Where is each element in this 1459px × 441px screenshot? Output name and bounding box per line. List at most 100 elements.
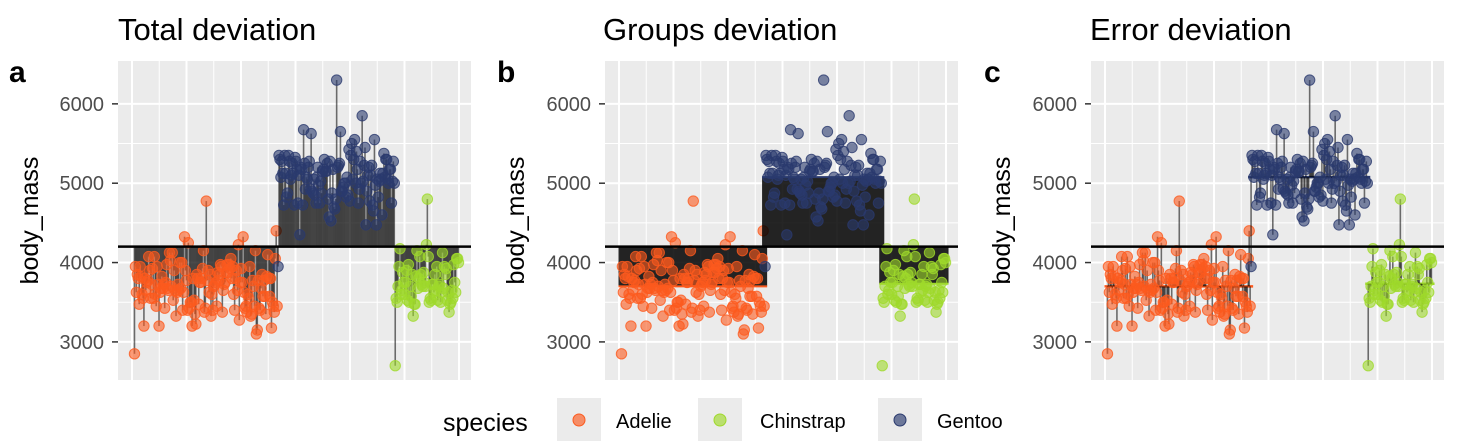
data-point-gentoo [759, 260, 771, 273]
data-point-gentoo [852, 159, 865, 172]
data-point-gentoo [388, 177, 400, 189]
data-point-chinstrap [449, 276, 461, 289]
data-point-gentoo [790, 155, 802, 168]
data-point-chinstrap [1382, 298, 1394, 310]
data-point-adelie [153, 320, 165, 332]
data-point-adelie [1121, 250, 1134, 263]
data-point-adelie [625, 320, 637, 332]
data-point-gentoo [348, 133, 361, 146]
data-point-chinstrap [389, 360, 401, 372]
data-point-adelie [720, 314, 733, 326]
legend-key-point [572, 413, 586, 427]
data-point-adelie [621, 260, 633, 273]
data-point-adelie [166, 246, 178, 259]
data-point-gentoo [296, 199, 309, 211]
y-tick-label: 4000 [1033, 253, 1078, 275]
data-point-adelie [243, 292, 255, 304]
data-point-adelie [264, 272, 277, 285]
data-point-gentoo [333, 157, 346, 170]
data-point-gentoo [1361, 177, 1373, 189]
data-point-adelie [1139, 246, 1151, 259]
data-point-gentoo [1325, 197, 1338, 209]
data-point-gentoo [801, 175, 814, 187]
y-tick-label: 4000 [60, 253, 105, 275]
panel-tag: b [497, 56, 515, 89]
data-point-adelie [138, 320, 150, 332]
data-point-gentoo [1287, 175, 1300, 187]
data-point-chinstrap [1390, 266, 1403, 279]
data-point-chinstrap [908, 193, 921, 205]
y-tick-label: 6000 [60, 94, 105, 116]
data-point-gentoo [1276, 155, 1288, 168]
data-point-adelie [638, 260, 650, 273]
data-point-adelie [723, 276, 735, 289]
y-tick-label: 5000 [1033, 173, 1078, 195]
y-axis-label: body_mass [16, 157, 44, 285]
data-point-gentoo [816, 203, 828, 215]
data-point-adelie [738, 324, 750, 336]
data-point-adelie [1107, 260, 1119, 273]
data-point-gentoo [368, 133, 381, 146]
data-point-chinstrap [449, 286, 462, 299]
data-point-adelie [653, 246, 665, 259]
data-point-adelie [752, 322, 765, 334]
data-point-gentoo [1245, 260, 1257, 273]
data-point-adelie [1216, 292, 1228, 304]
data-point-chinstrap [1425, 256, 1438, 269]
data-point-adelie [190, 318, 202, 330]
data-point-gentoo [768, 187, 781, 199]
data-point-gentoo [387, 155, 400, 168]
legend-label-chinstrap: Chinstrap [760, 411, 846, 433]
y-axis-label: body_mass [988, 157, 1016, 285]
data-point-gentoo [857, 219, 870, 231]
data-point-adelie [168, 264, 180, 277]
data-point-adelie [1152, 264, 1165, 277]
data-point-gentoo [847, 219, 859, 231]
data-point-chinstrap [1367, 242, 1379, 255]
data-point-chinstrap [1393, 239, 1406, 251]
data-point-adelie [1189, 306, 1202, 318]
data-point-gentoo [1298, 215, 1310, 227]
data-point-adelie [1244, 300, 1256, 312]
data-point-chinstrap [407, 310, 419, 322]
data-point-gentoo [294, 229, 306, 241]
data-point-adelie [1124, 260, 1136, 273]
panel-title: Groups deviation [603, 12, 837, 47]
data-point-adelie [731, 260, 743, 273]
data-point-adelie [271, 300, 283, 312]
data-point-gentoo [272, 260, 284, 273]
data-point-adelie [646, 302, 658, 314]
data-point-adelie [687, 195, 699, 207]
data-point-gentoo [303, 155, 315, 168]
data-point-gentoo [360, 219, 372, 231]
data-point-adelie [128, 348, 141, 360]
data-point-adelie [216, 306, 229, 318]
data-point-adelie [615, 348, 628, 360]
data-point-adelie [236, 276, 248, 289]
data-point-gentoo [1333, 219, 1345, 231]
data-point-gentoo [1269, 199, 1282, 211]
data-point-adelie [200, 195, 212, 207]
data-point-adelie [244, 260, 256, 273]
panel-b: 3000 4000 5000 6000 Groups deviation b body_ma… [497, 12, 958, 380]
data-point-chinstrap [1395, 250, 1407, 263]
y-axis-label: body_mass [502, 157, 530, 285]
data-point-adelie [730, 292, 742, 304]
data-point-gentoo [1278, 127, 1290, 140]
data-point-chinstrap [889, 258, 902, 271]
data-point-adelie [715, 304, 728, 316]
data-point-gentoo [359, 141, 371, 154]
data-point-chinstrap [1380, 310, 1392, 322]
data-point-adelie [179, 264, 192, 277]
data-point-gentoo [1329, 110, 1341, 122]
data-point-chinstrap [394, 242, 406, 255]
data-point-chinstrap [1394, 193, 1407, 205]
data-point-gentoo [356, 110, 368, 122]
panel-c: 3000 4000 5000 6000 Error deviation c body_mas… [984, 12, 1444, 380]
data-point-adelie [758, 300, 770, 312]
data-point-gentoo [385, 197, 398, 209]
y-tick-label: 5000 [547, 173, 592, 195]
data-point-chinstrap [1375, 258, 1388, 271]
data-point-gentoo [792, 127, 804, 140]
